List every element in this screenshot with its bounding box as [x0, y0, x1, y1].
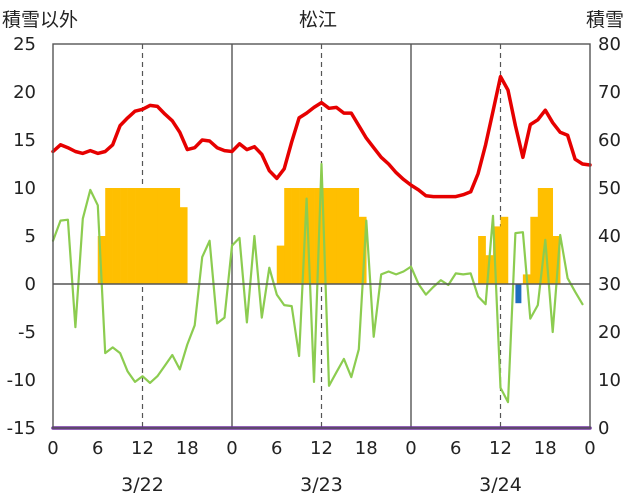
precip-bar	[314, 188, 322, 284]
precip-bar	[112, 188, 121, 284]
x-tick-label: 0	[47, 438, 58, 459]
precip-bar	[336, 188, 345, 284]
right-tick-label: 50	[598, 178, 621, 199]
x-tick-label: 6	[450, 438, 461, 459]
precip-bar	[179, 207, 188, 284]
x-tick-label: 12	[489, 438, 512, 459]
left-tick-label: 20	[13, 82, 36, 103]
right-tick-label: 70	[598, 82, 621, 103]
precip-bar	[500, 216, 509, 284]
right-tick-label: 80	[598, 34, 621, 55]
precip-bar	[306, 188, 315, 284]
left-axis-label: 積雪以外	[2, 9, 78, 31]
wind-line	[51, 162, 584, 404]
precip-bar	[142, 188, 151, 284]
x-tick-label: 0	[226, 438, 237, 459]
x-tick-label: 12	[131, 438, 154, 459]
left-tick-label: 10	[13, 178, 36, 199]
left-tick-label: 0	[25, 274, 36, 295]
precip-bar	[276, 245, 285, 284]
precip-bar	[493, 226, 501, 284]
plot-frame	[52, 43, 591, 429]
x-tick-label: 0	[584, 438, 595, 459]
precip-bar	[149, 188, 158, 284]
precip-bar	[157, 188, 166, 284]
x-tick-label: 18	[534, 438, 557, 459]
precip-bar	[291, 188, 300, 284]
precip-bar	[358, 216, 367, 284]
precip-bar	[328, 188, 337, 284]
left-tick-label: -5	[18, 322, 36, 343]
right-tick-label: 30	[598, 274, 621, 295]
right-tick-label: 10	[598, 370, 621, 391]
right-axis-label: 積雪	[586, 9, 624, 31]
precip-bar	[172, 188, 181, 284]
precip-bar	[343, 188, 352, 284]
x-tick-label: 0	[405, 438, 416, 459]
precip-bar	[530, 216, 539, 284]
right-tick-label: 0	[598, 418, 609, 439]
right-tick-label: 60	[598, 130, 621, 151]
x-tick-label: 18	[176, 438, 199, 459]
right-tick-label: 40	[598, 226, 621, 247]
x-tick-label: 6	[271, 438, 282, 459]
precip-bar	[135, 188, 143, 284]
left-tick-label: -15	[7, 418, 36, 439]
precip-bar	[105, 188, 113, 284]
bars-layer	[97, 188, 561, 304]
left-tick-label: 5	[25, 226, 36, 247]
precip-bar	[351, 188, 360, 284]
precip-bar	[552, 236, 561, 284]
date-label: 3/24	[479, 474, 522, 496]
precip-bar	[164, 188, 173, 284]
precip-bar	[545, 188, 554, 284]
axes-layer	[52, 43, 591, 429]
left-tick-label: -10	[7, 370, 36, 391]
right-tick-label: 20	[598, 322, 621, 343]
precip-bar	[284, 188, 292, 284]
precip-bar	[299, 188, 307, 284]
date-label: 3/23	[300, 474, 343, 496]
precip-bar	[478, 236, 486, 284]
precip-bar	[127, 188, 136, 284]
precip-bar	[321, 188, 330, 284]
precip-bar	[537, 188, 546, 284]
chart-title: 松江	[299, 9, 337, 31]
x-tick-label: 18	[355, 438, 378, 459]
date-label: 3/22	[121, 474, 164, 496]
precip-bar	[120, 188, 128, 284]
x-tick-label: 6	[92, 438, 103, 459]
left-tick-label: 25	[13, 34, 36, 55]
x-tick-label: 12	[310, 438, 333, 459]
left-tick-label: 15	[13, 130, 36, 151]
temperature-line	[51, 74, 592, 199]
snow-bar	[515, 284, 522, 304]
